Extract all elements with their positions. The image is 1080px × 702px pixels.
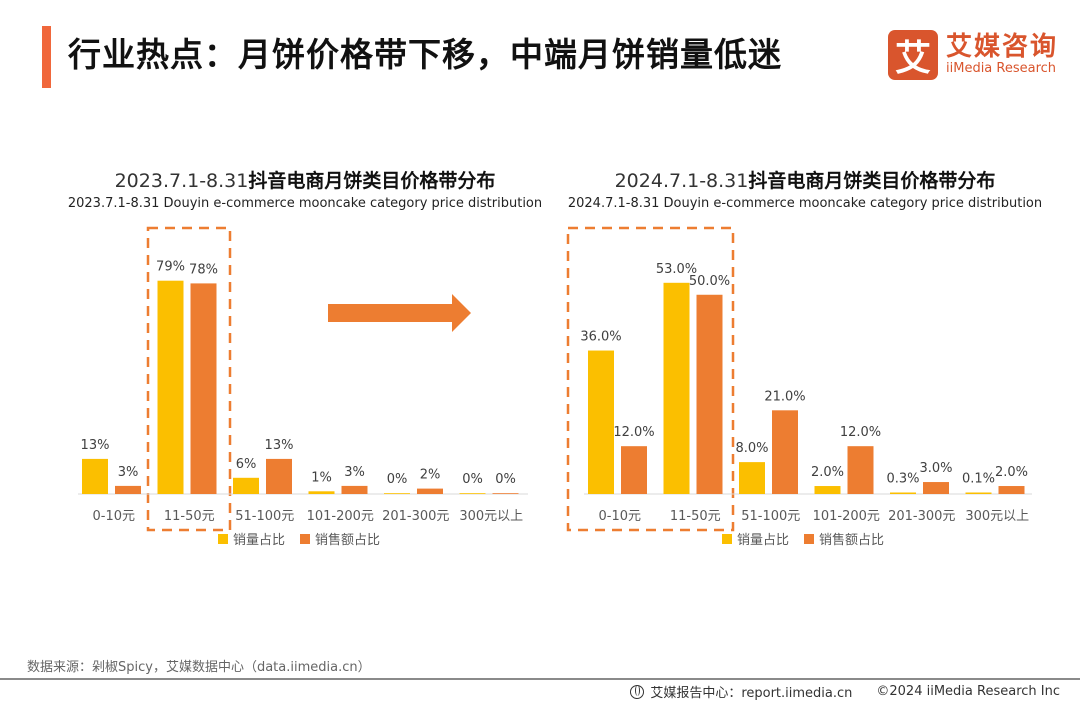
x-tick-label: 201-300元 [382,509,449,524]
x-tick-label: 300元以上 [965,509,1029,524]
bar-sales-volume [308,491,335,494]
bar-sales-amount [115,485,141,494]
legend-swatch [218,534,228,544]
iimedia-logo: 艾 艾媒咨询 iiMedia Research [888,30,1058,80]
chart-2023: 13% 3% 0-10元 79% 78% 11-50元 6% 13% 51-100元 1% 3% 10… [78,226,528,548]
data-label: 50.0% [689,274,730,289]
data-label: 0.1% [962,472,995,487]
highlight-box [146,226,232,532]
legend-label: 销量占比 [233,533,285,548]
bar-sales-volume [157,280,184,494]
bar-sales-volume [459,493,486,494]
x-tick-label: 201-300元 [888,509,955,524]
bar-sales-volume [384,493,410,494]
footer: 艾媒报告中心：report.iimedia.cn ©2024 iiMedia R… [630,682,1060,701]
chart-2-title-date: 2024.7.1-8.31 [614,170,749,192]
chart-2-title: 2024.7.1-8.31抖音电商月饼类目价格带分布 [560,166,1050,193]
data-label: 2% [420,468,441,483]
data-label: 1% [311,470,332,485]
chart-1-title: 2023.7.1-8.31抖音电商月饼类目价格带分布 [60,166,550,193]
logo-mark-icon: 艾 [888,30,938,80]
data-label: 12.0% [840,425,881,440]
legend-swatch [804,534,814,544]
legend-label: 销量占比 [737,533,789,548]
data-label: 12.0% [613,425,654,440]
footer-report-center: 艾媒报告中心：report.iimedia.cn [650,686,853,701]
legend-label: 销售额占比 [819,532,884,548]
x-tick-label: 300元以上 [459,509,523,524]
data-label: 3.0% [919,461,952,476]
page-title: 行业热点：月饼价格带下移，中端月饼销量低迷 [68,35,782,74]
bar-sales-volume [739,462,765,494]
chart-1-subtitle: 2023.7.1-8.31 Douyin e-commerce mooncake… [67,196,543,211]
globe-icon [630,684,645,699]
x-tick-label: 0-10元 [598,509,641,524]
bar-sales-volume [233,477,259,494]
bar-sales-volume [663,282,690,494]
footer-copyright: ©2024 iiMedia Research Inc [876,684,1060,699]
bar-sales-amount [772,410,798,494]
chart-1-title-date: 2023.7.1-8.31 [114,170,249,192]
legend-label: 销售额占比 [315,532,380,548]
data-label: 79% [156,260,185,275]
bar-sales-volume [890,492,916,494]
bar-sales-amount [621,446,647,494]
data-label: 0% [462,472,483,487]
chart-2024: 36.0% 12.0% 0-10元 53.0%50.0% 11-50元 8.0% 21.0%… [566,226,1032,548]
data-label: 53.0% [656,262,697,277]
legend-swatch [722,534,732,544]
data-label: 13% [81,438,110,453]
x-tick-label: 11-50元 [670,509,721,524]
x-tick-label: 11-50元 [164,509,215,524]
x-tick-label: 51-100元 [235,509,294,524]
data-source: 数据来源：剁椒Spicy，艾媒数据中心（data.iimedia.cn） [27,660,371,675]
bar-sales-volume [814,486,841,494]
chart-1-title-cn: 抖音电商月饼类目价格带分布 [248,170,496,192]
x-tick-label: 101-200元 [307,509,374,524]
bar-sales-amount [266,458,292,494]
bar-sales-volume [965,492,992,494]
data-label: 21.0% [764,389,805,404]
data-label: 2.0% [995,465,1028,480]
x-tick-label: 51-100元 [741,509,800,524]
x-tick-label: 0-10元 [92,509,135,524]
bar-sales-amount [696,294,723,494]
trend-arrow-icon [328,294,471,332]
footer-divider [0,678,1080,680]
data-label: 0% [387,472,408,487]
chart-2-subtitle: 2024.7.1-8.31 Douyin e-commerce mooncake… [567,196,1043,211]
highlight-box [566,226,735,532]
data-label: 3% [344,465,365,480]
bar-sales-volume [588,350,614,494]
data-label: 6% [236,457,257,472]
bar-sales-amount [847,446,874,494]
bar-sales-volume [82,458,108,494]
data-label: 36.0% [580,330,621,345]
data-label: 0% [495,472,516,487]
x-tick-label: 101-200元 [813,509,880,524]
bar-sales-amount [923,482,949,494]
data-label: 2.0% [811,465,844,480]
bar-sales-amount [341,485,368,494]
bar-sales-amount [998,486,1025,494]
data-label: 13% [265,438,294,453]
data-label: 78% [189,262,218,277]
data-label: 8.0% [735,441,768,456]
bar-sales-amount [492,493,519,494]
bar-sales-amount [190,283,217,494]
data-label: 0.3% [886,472,919,487]
title-accent-bar [42,26,51,88]
legend-swatch [300,534,310,544]
logo-name-en: iiMedia Research [946,61,1057,76]
chart-2-title-cn: 抖音电商月饼类目价格带分布 [748,170,996,192]
data-label: 3% [118,465,139,480]
logo-name-cn: 艾媒咨询 [946,32,1059,62]
bar-sales-amount [417,488,443,494]
